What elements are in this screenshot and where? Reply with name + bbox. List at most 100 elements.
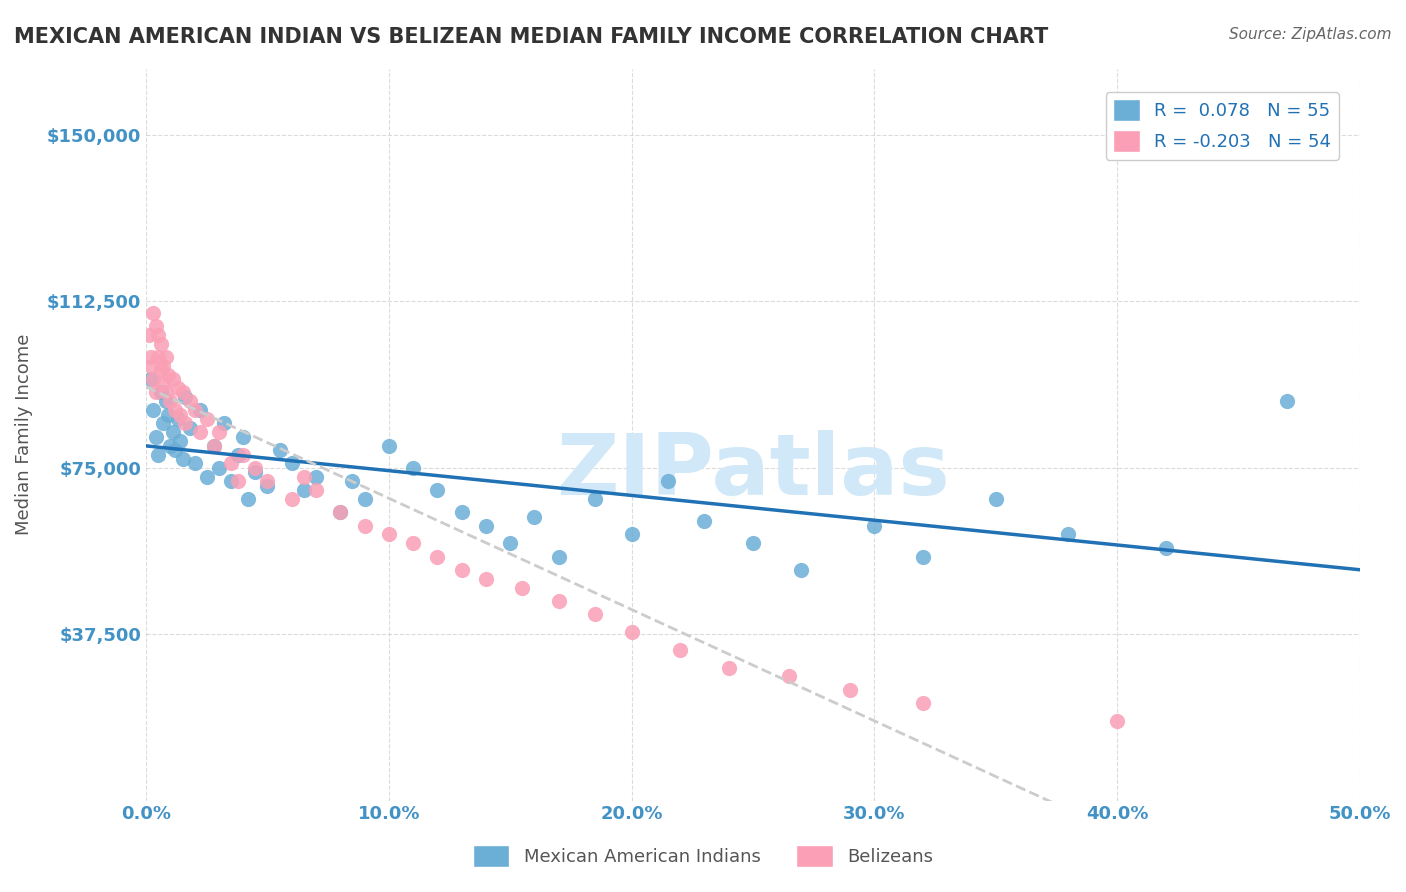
Point <box>228 448 250 462</box>
Point <box>245 460 267 475</box>
Point <box>292 483 315 497</box>
Point <box>1154 541 1177 555</box>
Point <box>742 536 765 550</box>
Point <box>329 505 352 519</box>
Point <box>620 527 643 541</box>
Point <box>657 474 679 488</box>
Point <box>165 403 187 417</box>
Point <box>717 660 740 674</box>
Point <box>148 350 170 364</box>
Point <box>212 417 235 431</box>
Point <box>269 443 291 458</box>
Point <box>145 385 167 400</box>
Point <box>305 483 328 497</box>
Point <box>583 607 606 622</box>
Point <box>145 430 167 444</box>
Point <box>475 572 498 586</box>
Point <box>159 439 181 453</box>
Point <box>1275 394 1298 409</box>
Point <box>583 491 606 506</box>
Text: ZIPatlas: ZIPatlas <box>555 430 950 513</box>
Point <box>179 421 201 435</box>
Point <box>139 372 162 386</box>
Point <box>1057 527 1080 541</box>
Point <box>219 474 242 488</box>
Point <box>620 625 643 640</box>
Point <box>156 368 179 382</box>
Point <box>183 457 205 471</box>
Point <box>292 469 315 483</box>
Point <box>984 491 1007 506</box>
Text: Source: ZipAtlas.com: Source: ZipAtlas.com <box>1229 27 1392 42</box>
Point <box>245 465 267 479</box>
Point <box>475 518 498 533</box>
Point <box>378 527 401 541</box>
Point <box>232 430 254 444</box>
Point <box>219 457 242 471</box>
Point <box>236 491 259 506</box>
Point <box>353 518 375 533</box>
Point <box>281 457 304 471</box>
Point <box>202 439 225 453</box>
Point <box>839 682 862 697</box>
Point <box>142 372 165 386</box>
Point <box>499 536 522 550</box>
Point <box>183 403 205 417</box>
Text: MEXICAN AMERICAN INDIAN VS BELIZEAN MEDIAN FAMILY INCOME CORRELATION CHART: MEXICAN AMERICAN INDIAN VS BELIZEAN MEDI… <box>14 27 1049 46</box>
Point <box>148 448 170 462</box>
Point <box>149 363 172 377</box>
Point <box>138 327 160 342</box>
Point <box>426 483 449 497</box>
Point <box>172 452 194 467</box>
Point <box>174 390 197 404</box>
Legend: Mexican American Indians, Belizeans: Mexican American Indians, Belizeans <box>465 838 941 874</box>
Point <box>139 359 162 373</box>
Point <box>353 491 375 506</box>
Point <box>523 509 546 524</box>
Point <box>426 549 449 564</box>
Point <box>281 491 304 506</box>
Point <box>148 327 170 342</box>
Point <box>165 443 187 458</box>
Point <box>159 394 181 409</box>
Point <box>195 469 218 483</box>
Point <box>162 372 184 386</box>
Point <box>450 563 472 577</box>
Point <box>378 439 401 453</box>
Point <box>149 385 172 400</box>
Point <box>152 359 174 373</box>
Point <box>169 434 191 449</box>
Point <box>142 403 165 417</box>
Point <box>149 336 172 351</box>
Point <box>142 305 165 319</box>
Point <box>256 478 278 492</box>
Point <box>911 549 934 564</box>
Point <box>669 642 692 657</box>
Point <box>790 563 813 577</box>
Point <box>169 408 191 422</box>
Point <box>342 474 364 488</box>
Point <box>547 594 569 608</box>
Point <box>145 318 167 333</box>
Point <box>188 425 211 440</box>
Point <box>778 669 800 683</box>
Point <box>162 425 184 440</box>
Point <box>232 448 254 462</box>
Point <box>863 518 886 533</box>
Point <box>208 460 231 475</box>
Point <box>208 425 231 440</box>
Point <box>152 417 174 431</box>
Point <box>450 505 472 519</box>
Point <box>329 505 352 519</box>
Point <box>1105 714 1128 728</box>
Point <box>155 350 177 364</box>
Point <box>156 408 179 422</box>
Point <box>139 350 162 364</box>
Legend: R =  0.078   N = 55, R = -0.203   N = 54: R = 0.078 N = 55, R = -0.203 N = 54 <box>1105 92 1339 160</box>
Point <box>174 417 197 431</box>
Point <box>911 696 934 710</box>
Point <box>228 474 250 488</box>
Point <box>166 412 188 426</box>
Point <box>155 394 177 409</box>
Point <box>402 460 425 475</box>
